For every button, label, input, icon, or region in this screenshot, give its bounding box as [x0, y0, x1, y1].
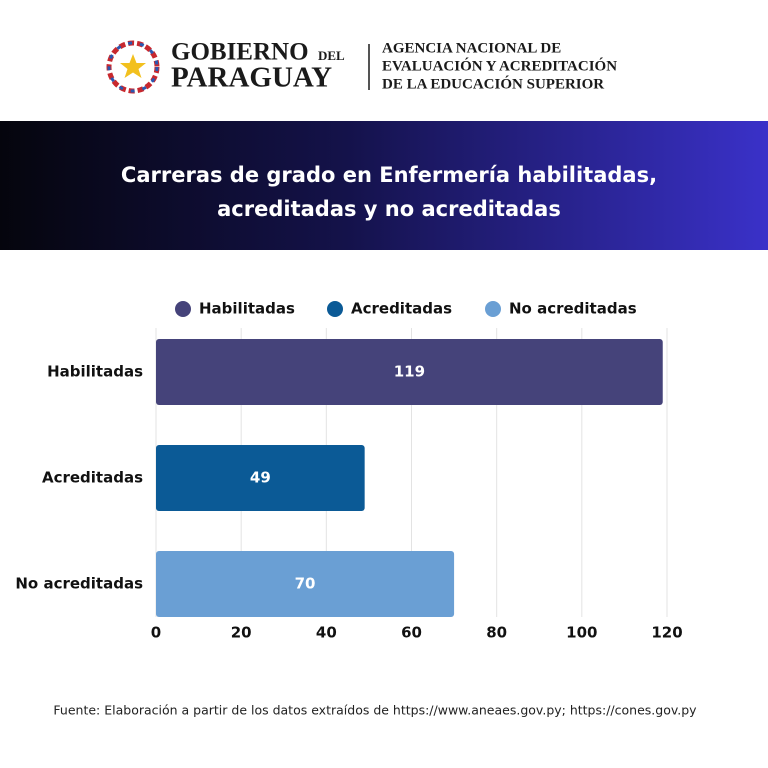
legend-label: No acreditadas [509, 300, 637, 318]
x-tick-label: 100 [566, 624, 597, 642]
value-label: 119 [394, 363, 425, 381]
y-tick-label: Habilitadas [47, 363, 143, 381]
agency-text: EVALUACIÓN Y ACREDITACIÓN [382, 57, 617, 74]
legend-label: Habilitadas [199, 300, 295, 318]
legend-label: Acreditadas [351, 300, 452, 318]
y-tick-label: Acreditadas [42, 469, 143, 487]
x-tick-label: 40 [316, 624, 337, 642]
chart-title: Carreras de grado en Enfermería habilita… [121, 163, 657, 187]
x-tick-label: 0 [151, 624, 161, 642]
bar [156, 445, 365, 511]
plot: 0 20 40 60 80 100 120 Habilitadas Acreditadas No … [15, 300, 682, 642]
y-tick-label: No acreditadas [15, 575, 143, 593]
bar [156, 339, 663, 405]
x-tick-label: 60 [401, 624, 422, 642]
source-note: Fuente: Elaboración a partir de los dato… [53, 703, 697, 718]
logo-text: GOBIERNO [171, 39, 309, 66]
x-tick-label: 20 [231, 624, 252, 642]
legend-marker [175, 301, 191, 317]
value-label: 70 [295, 575, 316, 593]
agency-text: AGENCIA NACIONAL DE [382, 40, 561, 56]
chart-title: acreditadas y no acreditadas [217, 197, 561, 221]
legend-marker [327, 301, 343, 317]
agency-text: DE LA EDUCACIÓN SUPERIOR [382, 75, 604, 92]
logo-text: DEL [318, 48, 345, 63]
title-banner [0, 121, 768, 250]
x-tick-label: 120 [651, 624, 682, 642]
logo-emblem [106, 40, 160, 94]
legend-marker [485, 301, 501, 317]
value-label: 49 [250, 469, 271, 487]
x-tick-label: 80 [486, 624, 507, 642]
logo-text: PARAGUAY [171, 62, 332, 94]
bar [156, 551, 455, 617]
